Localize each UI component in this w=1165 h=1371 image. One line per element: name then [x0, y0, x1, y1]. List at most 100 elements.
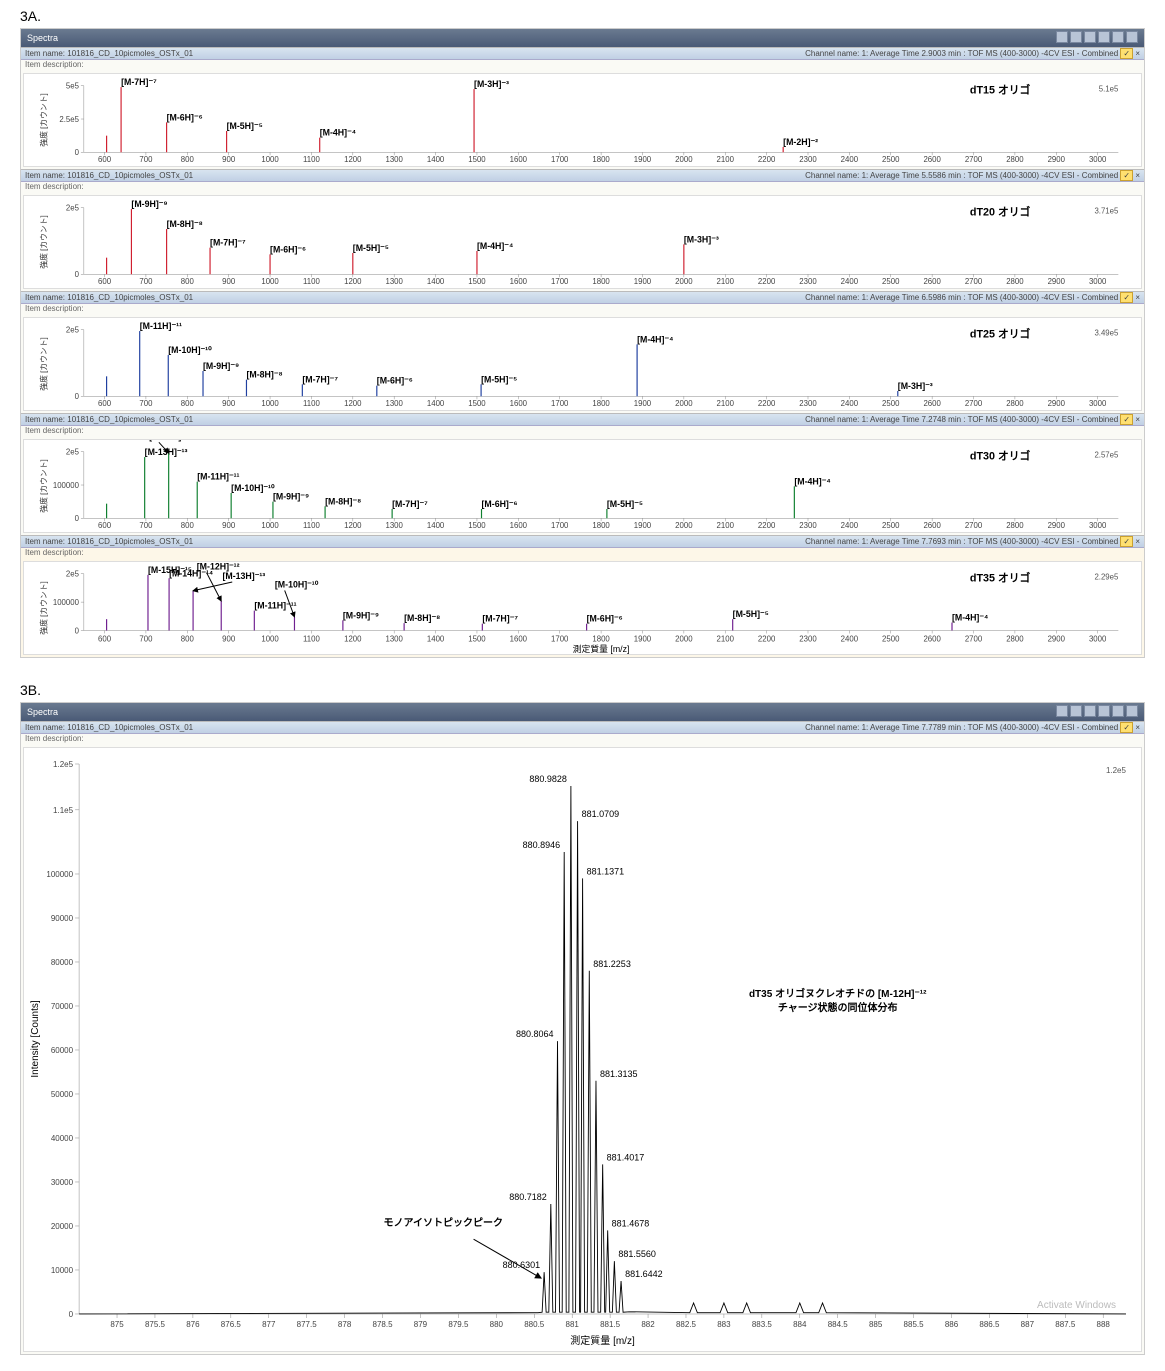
- svg-text:1300: 1300: [385, 634, 403, 643]
- svg-text:878: 878: [338, 1320, 352, 1329]
- svg-text:881.4017: 881.4017: [607, 1152, 645, 1162]
- svg-text:100000: 100000: [53, 481, 80, 490]
- panel-b-title: Spectra: [27, 707, 58, 717]
- svg-text:2200: 2200: [758, 634, 776, 643]
- svg-text:1600: 1600: [510, 634, 528, 643]
- window-tools-b[interactable]: [1054, 705, 1138, 719]
- svg-text:2700: 2700: [965, 277, 983, 286]
- svg-text:880.9828: 880.9828: [529, 774, 567, 784]
- svg-text:1700: 1700: [551, 521, 569, 530]
- svg-text:881.5: 881.5: [600, 1320, 621, 1329]
- svg-text:882: 882: [641, 1320, 655, 1329]
- svg-text:1500: 1500: [468, 277, 486, 286]
- svg-text:1600: 1600: [510, 155, 528, 164]
- svg-text:875.5: 875.5: [145, 1320, 166, 1329]
- svg-text:2900: 2900: [1048, 399, 1066, 408]
- svg-text:881.0709: 881.0709: [582, 809, 620, 819]
- window-tools[interactable]: [1054, 31, 1138, 45]
- svg-text:[M-4H]⁻⁴: [M-4H]⁻⁴: [477, 241, 513, 251]
- svg-text:1600: 1600: [510, 521, 528, 530]
- svg-text:dT20 オリゴ: dT20 オリゴ: [970, 206, 1031, 219]
- svg-text:1500: 1500: [468, 155, 486, 164]
- svg-text:2100: 2100: [717, 155, 735, 164]
- svg-text:2300: 2300: [799, 399, 817, 408]
- svg-text:1400: 1400: [427, 399, 445, 408]
- svg-text:2200: 2200: [758, 399, 776, 408]
- svg-text:881.4678: 881.4678: [612, 1218, 650, 1228]
- svg-text:900: 900: [222, 277, 236, 286]
- svg-text:2400: 2400: [841, 277, 859, 286]
- svg-text:2.57e5: 2.57e5: [1094, 451, 1119, 460]
- svg-text:884: 884: [793, 1320, 807, 1329]
- svg-text:[M-5H]⁻⁵: [M-5H]⁻⁵: [733, 609, 769, 619]
- spectrum-row: Item name: 101816_CD_10picmoles_OSTx_01C…: [21, 47, 1144, 169]
- svg-text:0: 0: [75, 514, 80, 523]
- svg-text:Intensity [Counts]: Intensity [Counts]: [30, 1000, 41, 1077]
- svg-text:1300: 1300: [385, 399, 403, 408]
- svg-text:2500: 2500: [882, 155, 900, 164]
- svg-text:1000: 1000: [261, 277, 279, 286]
- svg-text:900: 900: [222, 634, 236, 643]
- svg-text:[M-3H]⁻³: [M-3H]⁻³: [898, 381, 933, 391]
- svg-text:1500: 1500: [468, 634, 486, 643]
- svg-text:2000: 2000: [675, 399, 693, 408]
- svg-text:1000: 1000: [261, 399, 279, 408]
- svg-text:1300: 1300: [385, 521, 403, 530]
- svg-text:1800: 1800: [592, 521, 610, 530]
- svg-text:[M-7H]⁻⁷: [M-7H]⁻⁷: [482, 614, 518, 624]
- svg-text:1600: 1600: [510, 399, 528, 408]
- channel-name: Channel name: 1: Average Time 7.2748 min…: [805, 415, 1118, 424]
- svg-text:[M-10H]⁻¹⁰: [M-10H]⁻¹⁰: [275, 580, 319, 590]
- svg-text:1900: 1900: [634, 155, 652, 164]
- svg-text:879.5: 879.5: [448, 1320, 469, 1329]
- svg-text:2e5: 2e5: [66, 570, 80, 579]
- svg-text:2e5: 2e5: [66, 448, 80, 457]
- svg-text:600: 600: [98, 521, 112, 530]
- svg-text:1.1e5: 1.1e5: [53, 806, 74, 815]
- svg-text:[M-5H]⁻⁵: [M-5H]⁻⁵: [353, 243, 389, 253]
- svg-text:600: 600: [98, 399, 112, 408]
- svg-text:2900: 2900: [1048, 155, 1066, 164]
- svg-text:30000: 30000: [51, 1178, 74, 1187]
- svg-text:1200: 1200: [344, 521, 362, 530]
- svg-text:880.8946: 880.8946: [523, 840, 561, 850]
- svg-text:強度 [カウント]: 強度 [カウント]: [39, 93, 49, 146]
- svg-text:2200: 2200: [758, 155, 776, 164]
- svg-text:1900: 1900: [634, 521, 652, 530]
- svg-text:886: 886: [945, 1320, 959, 1329]
- svg-text:1400: 1400: [427, 155, 445, 164]
- figure-b-label: 3B.: [0, 674, 1165, 702]
- svg-text:2800: 2800: [1006, 634, 1024, 643]
- svg-text:[M-2H]⁻²: [M-2H]⁻²: [783, 137, 818, 147]
- svg-text:880.5: 880.5: [524, 1320, 545, 1329]
- item-name: Item name: 101816_CD_10picmoles_OSTx_01: [25, 537, 193, 546]
- svg-text:2.5e5: 2.5e5: [59, 115, 79, 124]
- svg-text:600: 600: [98, 155, 112, 164]
- panel-a-header: Spectra: [21, 29, 1144, 47]
- svg-text:[M-6H]⁻⁶: [M-6H]⁻⁶: [377, 376, 413, 386]
- svg-text:[M-5H]⁻⁵: [M-5H]⁻⁵: [227, 121, 263, 131]
- panel-a-title: Spectra: [27, 33, 58, 43]
- svg-text:2700: 2700: [965, 155, 983, 164]
- svg-text:1400: 1400: [427, 521, 445, 530]
- svg-text:2200: 2200: [758, 277, 776, 286]
- svg-text:2e5: 2e5: [66, 204, 80, 213]
- svg-text:2200: 2200: [758, 521, 776, 530]
- channel-name: Channel name: 1: Average Time 7.7789 min…: [805, 723, 1118, 732]
- svg-text:[M-8H]⁻⁸: [M-8H]⁻⁸: [404, 613, 440, 623]
- svg-text:1700: 1700: [551, 277, 569, 286]
- svg-text:[M-7H]⁻⁷: [M-7H]⁻⁷: [121, 77, 157, 87]
- svg-text:70000: 70000: [51, 1002, 74, 1011]
- svg-text:2300: 2300: [799, 521, 817, 530]
- svg-text:800: 800: [181, 277, 195, 286]
- svg-text:dT15 オリゴ: dT15 オリゴ: [970, 84, 1031, 97]
- svg-text:[M-4H]⁻⁴: [M-4H]⁻⁴: [794, 476, 830, 486]
- svg-text:0: 0: [75, 392, 80, 401]
- svg-text:[M-9H]⁻⁹: [M-9H]⁻⁹: [273, 492, 309, 502]
- svg-text:強度 [カウント]: 強度 [カウント]: [39, 337, 49, 390]
- svg-text:[M-5H]⁻⁵: [M-5H]⁻⁵: [607, 499, 643, 509]
- svg-text:2300: 2300: [799, 634, 817, 643]
- svg-text:[M-6H]⁻⁶: [M-6H]⁻⁶: [482, 499, 518, 509]
- svg-text:[M-12H]⁻¹²: [M-12H]⁻¹²: [149, 440, 192, 441]
- spectrum-row: Item name: 101816_CD_10picmoles_OSTx_01C…: [21, 535, 1144, 657]
